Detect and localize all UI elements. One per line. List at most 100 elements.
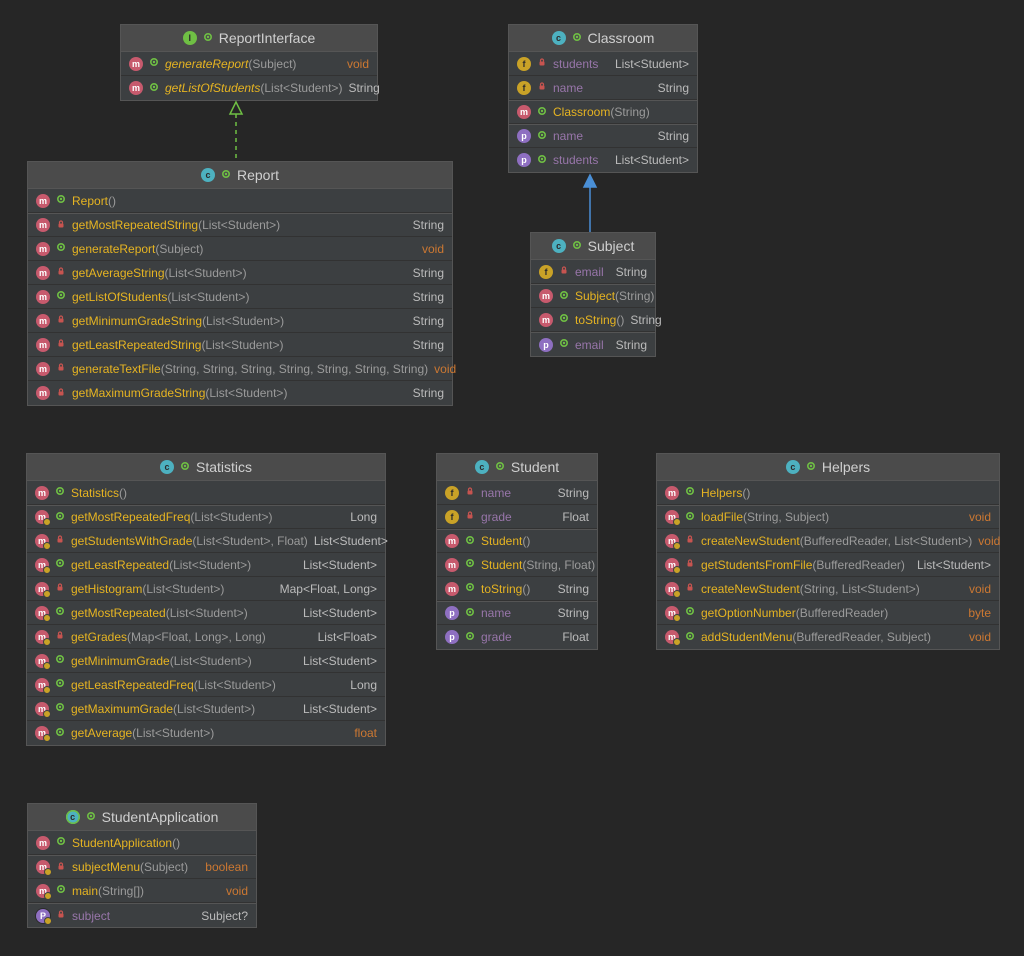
method-row[interactable]: mStatistics() — [27, 481, 385, 505]
member-signature: getListOfStudents(List<Student>) — [72, 290, 407, 304]
visibility-public-icon — [559, 313, 569, 326]
method-row[interactable]: mStudent(String, Float) — [437, 553, 597, 577]
class-header[interactable]: cClassroom — [509, 25, 697, 52]
method-row[interactable]: mgetOptionNumber(BufferedReader)byte — [657, 601, 999, 625]
member-type: void — [434, 362, 456, 376]
member-row[interactable]: fgradeFloat — [437, 505, 597, 529]
method-row[interactable]: mgenerateTextFile(String, String, String… — [28, 357, 452, 381]
f-icon: f — [445, 510, 459, 524]
method-row[interactable]: mgetAverageString(List<Student>)String — [28, 261, 452, 285]
method-row[interactable]: mcreateNewStudent(BufferedReader, List<S… — [657, 529, 999, 553]
method-row[interactable]: mgetMinimumGrade(List<Student>)List<Stud… — [27, 649, 385, 673]
m-icon: m — [445, 582, 459, 596]
m-icon: m — [36, 362, 50, 376]
m-icon: m — [36, 314, 50, 328]
method-row[interactable]: mgetAverage(List<Student>)float — [27, 721, 385, 745]
method-row[interactable]: mloadFile(String, Subject)void — [657, 505, 999, 529]
method-row[interactable]: mgetMostRepeatedFreq(List<Student>)Long — [27, 505, 385, 529]
class-Report[interactable]: cReportmReport()mgetMostRepeatedString(L… — [27, 161, 453, 406]
member-row[interactable]: PsubjectSubject? — [28, 903, 256, 927]
method-row[interactable]: mHelpers() — [657, 481, 999, 505]
p-icon: p — [445, 606, 459, 620]
visibility-public-icon — [465, 558, 475, 571]
member-type: Float — [562, 630, 589, 644]
class-Statistics[interactable]: cStatisticsmStatistics()mgetMostRepeated… — [26, 453, 386, 746]
method-row[interactable]: mgenerateReport(Subject)void — [28, 237, 452, 261]
method-row[interactable]: mClassroom(String) — [509, 100, 697, 124]
method-row[interactable]: mgenerateReport(Subject)void — [121, 52, 377, 76]
class-title: Student — [511, 459, 559, 475]
method-row[interactable]: mgetLeastRepeated(List<Student>)List<Stu… — [27, 553, 385, 577]
method-row[interactable]: mgetHistogram(List<Student>)Map<Float, L… — [27, 577, 385, 601]
visibility-private-icon — [537, 81, 547, 94]
member-signature: subjectMenu(Subject) — [72, 860, 199, 874]
member-signature: getAverageString(List<Student>) — [72, 266, 407, 280]
visibility-public-icon — [55, 486, 65, 499]
method-row[interactable]: mSubject(String) — [531, 284, 655, 308]
method-row[interactable]: mgetLeastRepeatedFreq(List<Student>)Long — [27, 673, 385, 697]
method-row[interactable]: mgetMostRepeated(List<Student>)List<Stud… — [27, 601, 385, 625]
method-row[interactable]: mgetMaximumGrade(List<Student>)List<Stud… — [27, 697, 385, 721]
class-header[interactable]: cStatistics — [27, 454, 385, 481]
member-row[interactable]: fstudentsList<Student> — [509, 52, 697, 76]
member-signature: getStudentsWithGrade(List<Student>, Floa… — [71, 534, 308, 548]
method-row[interactable]: mgetMaximumGradeString(List<Student>)Str… — [28, 381, 452, 405]
f-icon: f — [517, 57, 531, 71]
member-row[interactable]: fnameString — [437, 481, 597, 505]
member-row[interactable]: pnameString — [509, 124, 697, 148]
method-row[interactable]: mgetGrades(Map<Float, Long>, Long)List<F… — [27, 625, 385, 649]
visibility-public-icon — [537, 130, 547, 143]
member-signature: getMaximumGrade(List<Student>) — [71, 702, 297, 716]
class-StudentApplication[interactable]: cStudentApplicationmStudentApplication()… — [27, 803, 257, 928]
member-row[interactable]: pgradeFloat — [437, 625, 597, 649]
class-Student[interactable]: cStudentfnameStringfgradeFloatmStudent()… — [436, 453, 598, 650]
method-row[interactable]: msubjectMenu(Subject)boolean — [28, 855, 256, 879]
class-Helpers[interactable]: cHelpersmHelpers()mloadFile(String, Subj… — [656, 453, 1000, 650]
method-row[interactable]: mStudentApplication() — [28, 831, 256, 855]
class-ReportInterface[interactable]: IReportInterfacemgenerateReport(Subject)… — [120, 24, 378, 101]
method-row[interactable]: mgetLeastRepeatedString(List<Student>)St… — [28, 333, 452, 357]
method-row[interactable]: mgetMinimumGradeString(List<Student>)Str… — [28, 309, 452, 333]
member-row[interactable]: femailString — [531, 260, 655, 284]
class-title: Classroom — [588, 30, 655, 46]
m-icon: m — [665, 510, 679, 524]
class-header[interactable]: cSubject — [531, 233, 655, 260]
member-type: String — [558, 486, 589, 500]
member-type: String — [348, 81, 379, 95]
method-row[interactable]: mtoString()String — [437, 577, 597, 601]
member-signature: getMaximumGradeString(List<Student>) — [72, 386, 407, 400]
method-row[interactable]: mgetListOfStudents(List<Student>)String — [121, 76, 377, 100]
method-row[interactable]: mgetListOfStudents(List<Student>)String — [28, 285, 452, 309]
method-row[interactable]: mcreateNewStudent(String, List<Student>)… — [657, 577, 999, 601]
visibility-public-icon — [537, 106, 547, 119]
method-row[interactable]: mgetStudentsWithGrade(List<Student>, Flo… — [27, 529, 385, 553]
method-row[interactable]: maddStudentMenu(BufferedReader, Subject)… — [657, 625, 999, 649]
class-header[interactable]: cHelpers — [657, 454, 999, 481]
visibility-private-icon — [56, 909, 66, 922]
member-type: List<Student> — [314, 534, 388, 548]
member-row[interactable]: fnameString — [509, 76, 697, 100]
method-row[interactable]: mStudent() — [437, 529, 597, 553]
class-header[interactable]: IReportInterface — [121, 25, 377, 52]
m-icon: m — [36, 266, 50, 280]
class-header[interactable]: cReport — [28, 162, 452, 189]
visibility-public-icon — [55, 727, 65, 740]
member-row[interactable]: pemailString — [531, 332, 655, 356]
member-row[interactable]: pnameString — [437, 601, 597, 625]
visibility-private-icon — [465, 486, 475, 499]
method-row[interactable]: mgetStudentsFromFile(BufferedReader)List… — [657, 553, 999, 577]
class-header[interactable]: cStudent — [437, 454, 597, 481]
class-Subject[interactable]: cSubjectfemailStringmSubject(String)mtoS… — [530, 232, 656, 357]
member-signature: Student(String, Float) — [481, 558, 595, 572]
class-header[interactable]: cStudentApplication — [28, 804, 256, 831]
method-row[interactable]: mgetMostRepeatedString(List<Student>)Str… — [28, 213, 452, 237]
member-signature: grade — [481, 630, 556, 644]
method-row[interactable]: mmain(String[])void — [28, 879, 256, 903]
member-type: List<Student> — [615, 57, 689, 71]
member-row[interactable]: pstudentsList<Student> — [509, 148, 697, 172]
method-row[interactable]: mtoString()String — [531, 308, 655, 332]
class-Classroom[interactable]: cClassroomfstudentsList<Student>fnameStr… — [508, 24, 698, 173]
m-icon: m — [35, 510, 49, 524]
method-row[interactable]: mReport() — [28, 189, 452, 213]
m-icon: m — [35, 702, 49, 716]
